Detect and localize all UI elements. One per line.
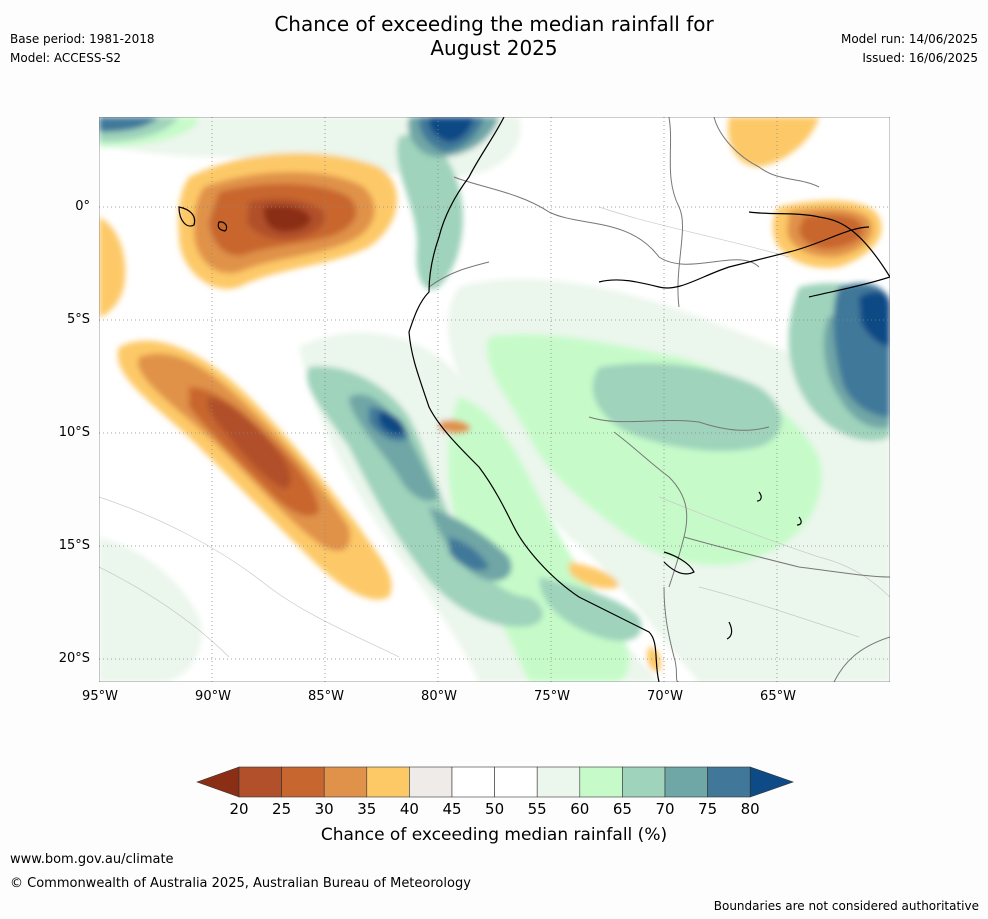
lat-label-0: 0° <box>75 199 90 214</box>
title-line-1: Chance of exceeding the median rainfall … <box>274 12 714 36</box>
copyright-text: © Commonwealth of Australia 2025, Austra… <box>10 876 471 891</box>
lat-label-5s: 5°S <box>66 312 90 327</box>
colorbar-cell <box>579 766 623 798</box>
title-line-2: August 2025 <box>430 36 558 60</box>
lat-label-10s: 10°S <box>58 425 90 440</box>
lon-label-70w: 70°W <box>647 689 683 704</box>
colorbar-cell <box>323 766 368 798</box>
website-link[interactable]: www.bom.gov.au/climate <box>10 852 174 867</box>
lon-label-80w: 80°W <box>421 689 457 704</box>
colorbar-extend-high <box>749 766 794 798</box>
lon-label-75w: 75°W <box>534 689 570 704</box>
colorbar-tick-label: 20 <box>229 800 249 818</box>
boundary-disclaimer: Boundaries are not considered authoritat… <box>713 899 979 913</box>
colorbar <box>196 766 794 798</box>
lon-label-90w: 90°W <box>195 689 231 704</box>
base-period: Base period: 1981-2018 <box>10 32 155 46</box>
lat-label-20s: 20°S <box>58 651 90 666</box>
colorbar-tick-label: 70 <box>655 800 675 818</box>
colorbar-cell <box>707 766 751 798</box>
lon-label-95w: 95°W <box>82 689 118 704</box>
colorbar-tick-label: 65 <box>612 800 632 818</box>
colorbar-tick-label: 75 <box>698 800 718 818</box>
lat-label-15s: 15°S <box>58 538 90 553</box>
colorbar-tick-label: 60 <box>570 800 590 818</box>
issued-date: Issued: 16/06/2025 <box>862 51 978 65</box>
colorbar-cell <box>494 766 538 798</box>
colorbar-tick-label: 30 <box>314 800 334 818</box>
colorbar-cell <box>536 766 581 798</box>
model-name: Model: ACCESS-S2 <box>10 51 122 65</box>
colorbar-cell <box>366 766 410 798</box>
lon-label-85w: 85°W <box>308 689 344 704</box>
colorbar-tick-label: 35 <box>357 800 377 818</box>
colorbar-cell <box>409 766 453 798</box>
colorbar-tick-label: 55 <box>527 800 547 818</box>
colorbar-tick-label: 80 <box>740 800 760 818</box>
colorbar-tick-label: 25 <box>272 800 292 818</box>
colorbar-title: Chance of exceeding median rainfall (%) <box>320 825 668 845</box>
colorbar-cell <box>451 766 495 798</box>
colorbar-cell <box>238 766 282 798</box>
colorbar-tick-label: 40 <box>399 800 419 818</box>
colorbar-extend-low <box>196 766 240 798</box>
model-run: Model run: 14/06/2025 <box>840 32 978 46</box>
rainfall-probability-map <box>99 117 890 682</box>
colorbar-cell <box>664 766 708 798</box>
colorbar-cell <box>281 766 325 798</box>
chart-title: Chance of exceeding the median rainfall … <box>0 12 988 60</box>
colorbar-tick-label: 45 <box>442 800 462 818</box>
lon-label-65w: 65°W <box>760 689 796 704</box>
colorbar-cell <box>622 766 666 798</box>
colorbar-tick-label: 50 <box>485 800 505 818</box>
